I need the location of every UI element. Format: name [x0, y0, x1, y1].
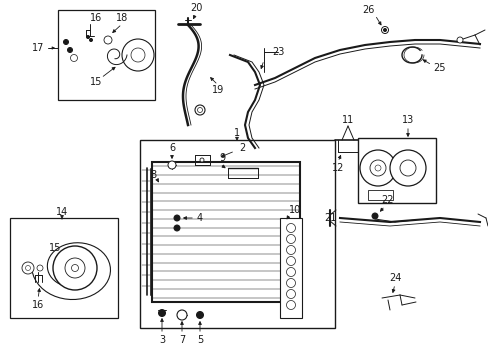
Text: 24: 24 — [388, 273, 400, 283]
Circle shape — [399, 160, 415, 176]
Circle shape — [71, 265, 79, 271]
Text: 23: 23 — [271, 47, 284, 57]
Text: 25: 25 — [433, 63, 446, 73]
Circle shape — [174, 215, 180, 221]
Circle shape — [177, 310, 186, 320]
Circle shape — [456, 37, 462, 43]
Circle shape — [389, 150, 425, 186]
Text: 15: 15 — [49, 243, 61, 253]
Circle shape — [65, 258, 85, 278]
Bar — [357, 138, 435, 203]
Circle shape — [286, 246, 295, 255]
Text: 1: 1 — [233, 128, 240, 138]
Bar — [58, 10, 155, 100]
Text: 21: 21 — [323, 213, 336, 223]
Text: 19: 19 — [211, 85, 224, 95]
Bar — [140, 140, 334, 328]
Circle shape — [286, 289, 295, 298]
Circle shape — [22, 262, 34, 274]
Circle shape — [286, 234, 295, 243]
Circle shape — [89, 39, 92, 41]
Circle shape — [131, 48, 145, 62]
Circle shape — [174, 225, 180, 231]
Circle shape — [286, 267, 295, 276]
Text: 14: 14 — [56, 207, 68, 217]
Circle shape — [286, 279, 295, 288]
Bar — [367, 190, 392, 200]
Bar — [152, 162, 299, 302]
Text: 26: 26 — [361, 5, 373, 15]
Circle shape — [286, 224, 295, 233]
Circle shape — [158, 310, 165, 316]
Text: 8: 8 — [150, 170, 156, 180]
Circle shape — [122, 39, 154, 71]
Circle shape — [369, 160, 385, 176]
Circle shape — [37, 265, 43, 271]
Text: 22: 22 — [381, 195, 393, 205]
Text: 2: 2 — [238, 143, 244, 153]
Text: 13: 13 — [401, 115, 413, 125]
Text: 5: 5 — [197, 335, 203, 345]
Text: 6: 6 — [168, 143, 175, 153]
Circle shape — [67, 48, 72, 53]
Circle shape — [359, 150, 395, 186]
Text: 17: 17 — [32, 43, 44, 53]
Bar — [280, 218, 302, 318]
Text: 3: 3 — [159, 335, 165, 345]
Text: 9: 9 — [219, 153, 224, 163]
Text: 16: 16 — [90, 13, 102, 23]
Text: 11: 11 — [341, 115, 353, 125]
Text: 10: 10 — [288, 205, 301, 215]
Text: 16: 16 — [32, 300, 44, 310]
Circle shape — [200, 158, 203, 162]
Text: 7: 7 — [179, 335, 185, 345]
Circle shape — [371, 213, 377, 219]
Circle shape — [286, 256, 295, 266]
Circle shape — [196, 311, 203, 319]
Circle shape — [168, 161, 176, 169]
Bar — [10, 218, 118, 318]
Circle shape — [374, 165, 380, 171]
Circle shape — [63, 40, 68, 45]
Circle shape — [53, 246, 97, 290]
Text: 15: 15 — [90, 77, 102, 87]
Text: 12: 12 — [331, 163, 344, 173]
Circle shape — [383, 28, 386, 32]
Circle shape — [86, 36, 89, 39]
Circle shape — [197, 108, 202, 113]
Text: 18: 18 — [116, 13, 128, 23]
Circle shape — [286, 301, 295, 310]
Text: 4: 4 — [197, 213, 203, 223]
Circle shape — [70, 54, 77, 62]
Circle shape — [104, 36, 112, 44]
Circle shape — [25, 266, 30, 270]
Text: 20: 20 — [189, 3, 202, 13]
Circle shape — [381, 27, 387, 33]
Circle shape — [195, 105, 204, 115]
